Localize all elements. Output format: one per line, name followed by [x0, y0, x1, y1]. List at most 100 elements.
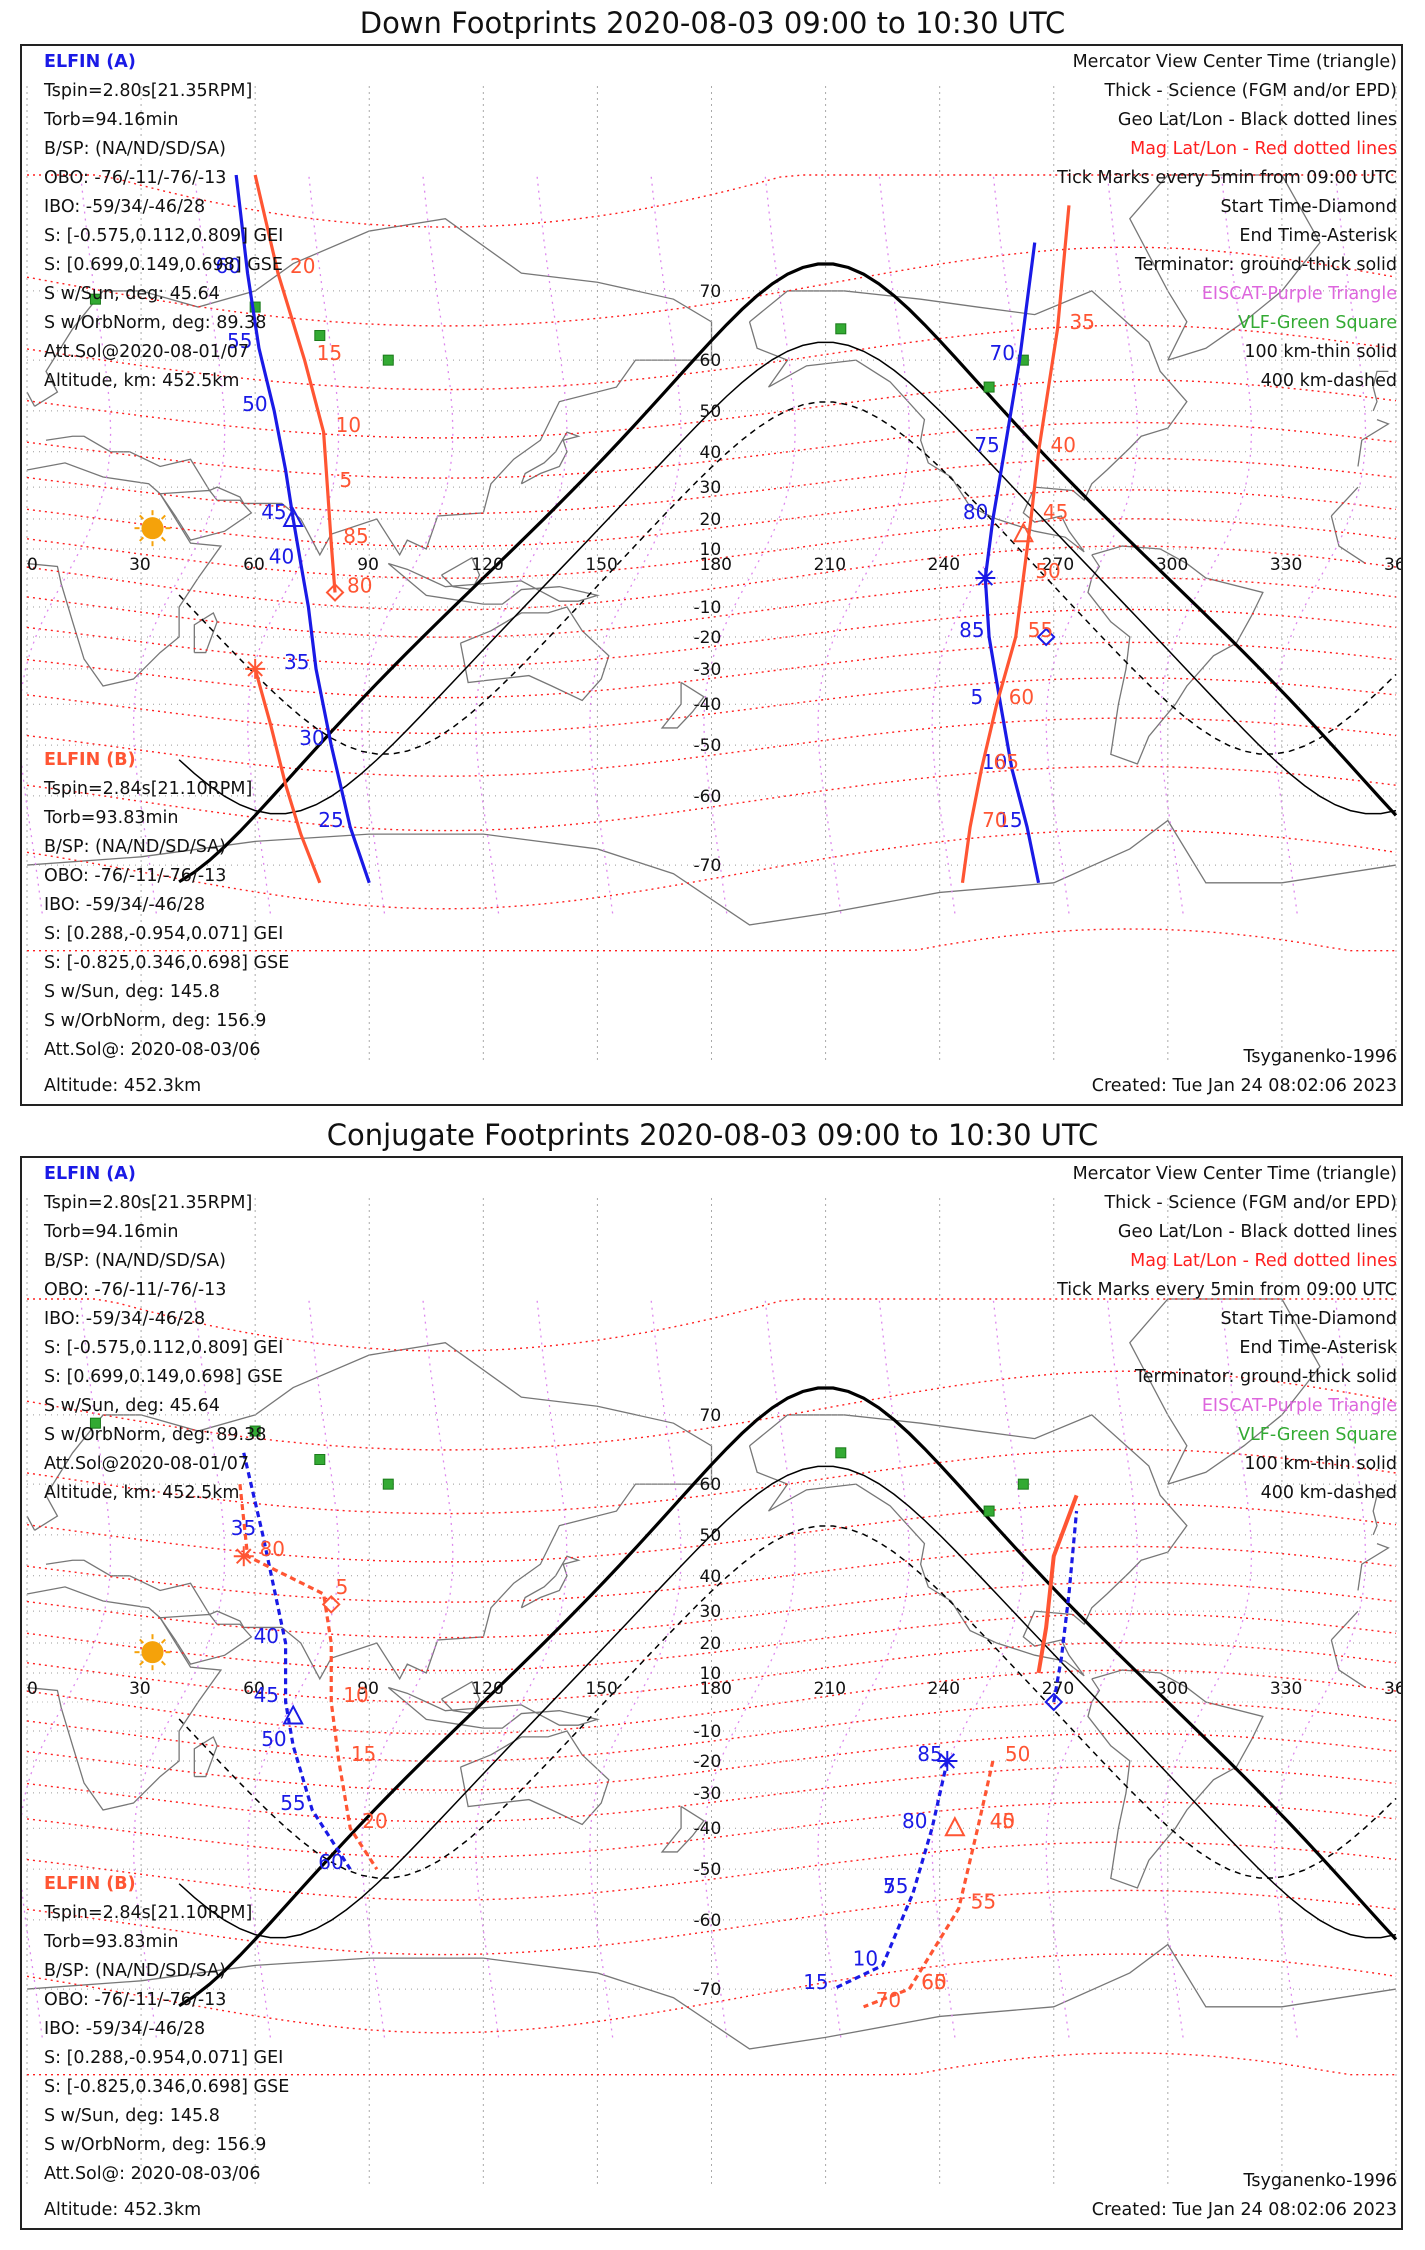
end-time-asterisk: [247, 661, 263, 677]
legend-line: Terminator: ground-thick solid: [1134, 1367, 1397, 1387]
mag-parallel: [27, 174, 1396, 228]
tick-label: 15: [803, 1970, 828, 1994]
center-time-triangle: [944, 1816, 966, 1837]
start-time-diamond: [321, 1594, 341, 1614]
tick-label: 10: [336, 413, 361, 437]
lon-tick-label: 30: [129, 1679, 151, 1699]
end-time-asterisk: [939, 1753, 956, 1769]
mag-meridian: [475, 174, 568, 914]
lon-tick-label: 330: [1270, 1679, 1302, 1699]
mag-meridian: [475, 1298, 568, 2038]
mag-parallel: [26, 608, 1397, 667]
info-line: Att.Sol@2020-08-01/07: [44, 1454, 249, 1474]
legend-line: Mag Lat/Lon - Red dotted lines: [1130, 139, 1397, 159]
elfin-b-info: ELFIN (B) Tspin=2.84s[21.10RPM] Torb=93.…: [44, 746, 289, 1065]
terminator-ground: [178, 1386, 1398, 2008]
info-line: OBO: -76/-11/-76/-13: [44, 1280, 227, 1300]
coastline: [387, 562, 600, 605]
info-line: Tspin=2.80s[21.35RPM]: [44, 1193, 253, 1213]
terminator-ground: [178, 262, 1398, 884]
coastline: [459, 1730, 610, 1826]
lat-tick-label: -30: [694, 660, 722, 680]
info-line: Torb=93.83min: [44, 808, 179, 828]
lat-tick-label: -10: [694, 598, 722, 618]
created-timestamp: Created: Tue Jan 24 08:02:06 2023: [1091, 2200, 1397, 2220]
info-line: Torb=94.16min: [44, 110, 179, 130]
lat-tick-label: 30: [700, 478, 722, 498]
mag-meridian: [931, 174, 1024, 914]
mag-parallel: [27, 928, 1396, 952]
map-canvas: 0 30 60 90 120 150 180 210 240 270 300 330 360 70 60 50…: [22, 86, 1401, 1064]
tick-label: 5: [339, 468, 352, 492]
info-line: S: [0.699,0.149,0.698] GSE: [44, 255, 283, 275]
elfin-a-info: ELFIN (A) Tspin=2.80s[21.35RPM] Torb=94.…: [44, 48, 283, 396]
axes: 0 30 60 90 120 150 180 210 240 270 300 330 360 70 60 50…: [27, 282, 1401, 876]
down-footprints-map: 0 30 60 90 120 150 180 210 240 270 300 330 360 70 60 50…: [20, 44, 1403, 1106]
legend-line: Mercator View Center Time (triangle): [1072, 52, 1397, 72]
elfin-b-track: [253, 668, 322, 884]
altitude-b: Altitude: 452.3km: [44, 2200, 202, 2220]
lat-tick-label: 20: [700, 510, 722, 530]
mag-parallel: [26, 1765, 1397, 1823]
info-line: OBO: -76/-11/-76/-13: [44, 1990, 227, 2010]
lon-tick-label: 0: [27, 555, 38, 575]
legend-line: Start Time-Diamond: [1220, 1309, 1397, 1329]
tick-label: 40: [254, 1624, 279, 1648]
mag-parallel: [26, 1503, 1397, 1563]
coastline: [26, 462, 223, 687]
tick-label: 50: [1035, 559, 1060, 583]
center-time-triangle: [282, 1704, 304, 1725]
lat-tick-label: -20: [694, 1752, 722, 1772]
info-line: Att.Sol@: 2020-08-03/06: [44, 1040, 261, 1060]
start-time-diamond: [325, 583, 345, 602]
info-line: IBO: -59/34/-46/28: [44, 2019, 206, 2039]
model-name: Tsyganenko-1996: [1243, 1047, 1397, 1067]
info-line: S w/OrbNorm, deg: 89.38: [44, 1425, 267, 1445]
lat-tick-label: 70: [700, 1406, 722, 1426]
mag-parallel: [26, 1841, 1397, 1901]
elfin-a-label: ELFIN (A): [44, 1164, 136, 1184]
coastline: [159, 489, 253, 541]
tick-label: 60: [318, 1850, 343, 1874]
mag-parallel: [26, 677, 1397, 735]
tick-label: 55: [280, 1791, 305, 1815]
lon-tick-label: 90: [357, 555, 379, 575]
info-line: S w/Sun, deg: 45.64: [44, 284, 220, 304]
mag-parallel: [26, 1581, 1397, 1639]
coastline: [520, 1555, 581, 1609]
coastline: [1330, 515, 1366, 565]
mag-parallel: [26, 1801, 1397, 1859]
info-line: OBO: -76/-11/-76/-13: [44, 168, 227, 188]
lat-tick-label: 60: [700, 351, 722, 371]
lat-tick-label: -40: [694, 1819, 722, 1839]
mag-parallel: [26, 641, 1397, 699]
tick-label: 15: [317, 341, 342, 365]
mag-parallel: [26, 489, 1397, 548]
tick-label: 5: [971, 685, 984, 709]
created-timestamp: Created: Tue Jan 24 08:02:06 2023: [1091, 1076, 1397, 1096]
mag-meridian: [360, 1298, 454, 2038]
tick-label: 75: [883, 1874, 908, 1898]
start-time-diamond: [1044, 1692, 1064, 1712]
elfin-b-track: [960, 205, 1071, 884]
tracks: 60 55 50 45 40 35 30 25 20 15 10 5 85 80 70 75 80 85 5 10 15…: [216, 174, 1095, 884]
tick-label: 65: [921, 1970, 946, 1994]
info-line: S w/OrbNorm, deg: 156.9: [44, 2135, 267, 2155]
mag-meridian: [817, 1298, 910, 2038]
tick-label: 20: [362, 1809, 387, 1833]
tick-label: 10: [853, 1946, 878, 1970]
coastline: [1330, 486, 1359, 517]
elfin-a-track: [832, 1760, 949, 1991]
info-line: S: [0.288,-0.954,0.071] GEI: [44, 924, 284, 944]
lat-tick-label: 50: [700, 1526, 722, 1546]
mag-meridian: [589, 174, 682, 914]
info-line: S w/OrbNorm, deg: 89.38: [44, 313, 267, 333]
info-line: Att.Sol@: 2020-08-03/06: [44, 2164, 261, 2184]
conjugate-footprints-map: 0 30 60 90 120 150 180 210 240 270 300 330 360 70 60 50…: [20, 1156, 1403, 2230]
coastline: [193, 1735, 218, 1778]
end-time-asterisk: [977, 570, 994, 586]
coastline: [459, 606, 610, 702]
mag-parallel: [27, 1298, 1396, 1352]
tick-label: 10: [343, 1683, 368, 1707]
axes: 0 30 60 90 120 150 180 210 240 270 300 330 360 70 60 50…: [27, 1406, 1401, 2000]
